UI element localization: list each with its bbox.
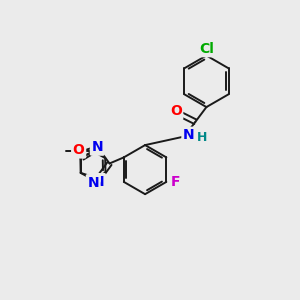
Text: F: F [171,175,180,189]
Text: N: N [93,175,104,189]
Text: N: N [183,128,195,142]
Text: N: N [87,176,99,190]
Text: O: O [170,104,182,118]
Text: N: N [92,140,103,154]
Text: H: H [197,131,207,144]
Text: O: O [73,143,85,157]
Text: Cl: Cl [199,42,214,56]
